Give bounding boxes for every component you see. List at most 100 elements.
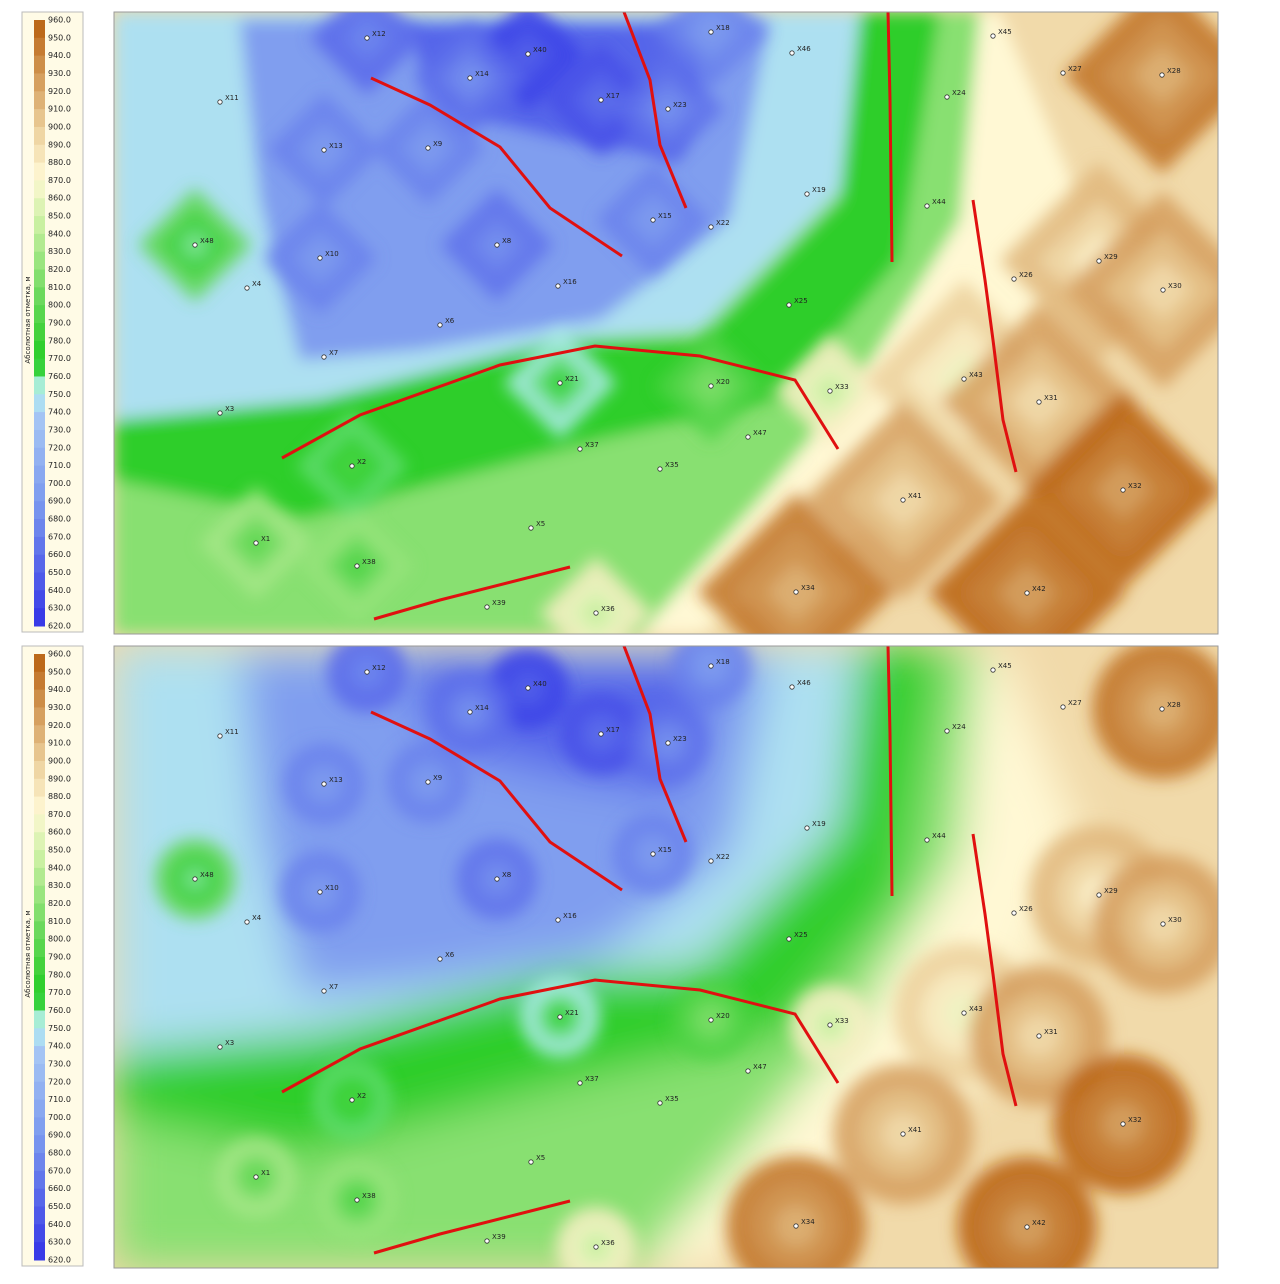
legend-label: 950.0: [48, 667, 71, 676]
legend-swatch: [34, 903, 45, 922]
well-label: X41: [908, 492, 922, 500]
well-marker: [494, 876, 500, 882]
well-marker: [1024, 590, 1030, 596]
map-panel: 960.0 950.0 940.0 930.0 920.0 910.0 900.0 890.0…: [21, 645, 1219, 1269]
well-label: X48: [200, 871, 214, 879]
well-marker: [321, 147, 327, 153]
well-label: X13: [329, 142, 343, 150]
legend-label: 900.0: [48, 122, 71, 131]
map-frame: [113, 645, 1219, 1269]
well-label: X18: [716, 658, 730, 666]
map-area: X12 X40 X18 X46 X45 X11 X14 X17 X23 X24 X27 X28 X13 X…: [114, 646, 1218, 1268]
legend-swatch: [34, 483, 45, 502]
well-label: X14: [475, 704, 489, 712]
well-marker: [528, 525, 534, 531]
legend-swatch: [34, 867, 45, 887]
well-label: X1: [261, 535, 270, 543]
legend-swatch: [34, 198, 45, 217]
legend-swatch: [34, 251, 45, 271]
well-marker: [786, 302, 792, 308]
well-label: X17: [606, 92, 620, 100]
legend-swatch: [34, 162, 45, 181]
legend-label: 650.0: [48, 568, 71, 577]
legend-swatch: [34, 144, 45, 164]
well-marker: [598, 731, 604, 737]
well-label: X46: [797, 45, 811, 53]
legend-swatch: [34, 1063, 45, 1083]
well-marker: [1120, 1121, 1126, 1127]
well-label: X34: [801, 584, 815, 592]
well-label: X11: [225, 728, 239, 736]
fault-line: [622, 646, 688, 843]
well-label: X27: [1068, 65, 1082, 73]
legend-swatch: [34, 1206, 45, 1225]
legend-swatch: [34, 180, 45, 199]
well-marker: [786, 936, 792, 942]
well-marker: [745, 1068, 751, 1074]
well-label: X4: [252, 914, 262, 922]
well-label: X2: [357, 458, 366, 466]
well-label: X26: [1019, 271, 1033, 279]
well-marker: [665, 740, 671, 746]
well-label: X29: [1104, 253, 1118, 261]
legend-swatch: [34, 671, 45, 691]
legend-label: 840.0: [48, 863, 71, 872]
legend-title: Абсолютная отметка, м: [24, 910, 32, 997]
legend-swatch: [34, 796, 45, 815]
well-marker: [244, 285, 250, 291]
legend-label: 740.0: [48, 408, 71, 417]
legend-label: 950.0: [48, 33, 71, 42]
well-marker: [1159, 72, 1165, 78]
well-label: X33: [835, 383, 849, 391]
legend-swatch: [34, 725, 45, 744]
legend-label: 640.0: [48, 586, 71, 595]
well-marker: [598, 97, 604, 103]
well-marker: [217, 99, 223, 105]
legend-label: 940.0: [48, 51, 71, 60]
legend-label: 670.0: [48, 1166, 71, 1175]
fault-line: [886, 646, 894, 897]
legend-label: 890.0: [48, 774, 71, 783]
legend-label: 810.0: [48, 917, 71, 926]
legend-swatch: [34, 55, 45, 74]
legend-label: 960.0: [48, 650, 71, 659]
well-label: X8: [502, 237, 511, 245]
well-marker: [745, 434, 751, 440]
legend-label: 780.0: [48, 336, 71, 345]
legend-swatch: [34, 1081, 45, 1101]
well-marker: [437, 956, 443, 962]
legend-label: 770.0: [48, 988, 71, 997]
legend-label: 670.0: [48, 532, 71, 541]
well-marker: [593, 1244, 599, 1250]
well-marker: [900, 1131, 906, 1137]
legend-swatch: [34, 126, 45, 146]
well-marker: [944, 728, 950, 734]
legend-swatch: [34, 992, 45, 1011]
well-label: X40: [533, 46, 547, 54]
well-label: X13: [329, 776, 343, 784]
legend-swatch: [34, 323, 45, 342]
well-marker: [349, 463, 355, 469]
well-marker: [789, 50, 795, 56]
well-marker: [804, 825, 810, 831]
well-marker: [1096, 892, 1102, 898]
well-label: X2: [357, 1092, 366, 1100]
legend-swatch: [34, 1170, 45, 1190]
well-label: X32: [1128, 1116, 1142, 1124]
legend-swatch: [34, 778, 45, 798]
legend-swatch: [34, 590, 45, 609]
well-label: X15: [658, 212, 672, 220]
well-label: X5: [536, 520, 545, 528]
legend-label: 700.0: [48, 479, 71, 488]
legend-label: 890.0: [48, 140, 71, 149]
legend-label: 840.0: [48, 229, 71, 238]
well-marker: [1060, 704, 1066, 710]
legend-swatch: [34, 20, 45, 39]
well-marker: [555, 283, 561, 289]
well-marker: [321, 354, 327, 360]
well-label: X6: [445, 317, 455, 325]
well-label: X4: [252, 280, 262, 288]
legend: 960.0 950.0 940.0 930.0 920.0 910.0 900.0 890.0…: [21, 11, 84, 633]
well-label: X33: [835, 1017, 849, 1025]
legend-frame: [21, 11, 84, 633]
